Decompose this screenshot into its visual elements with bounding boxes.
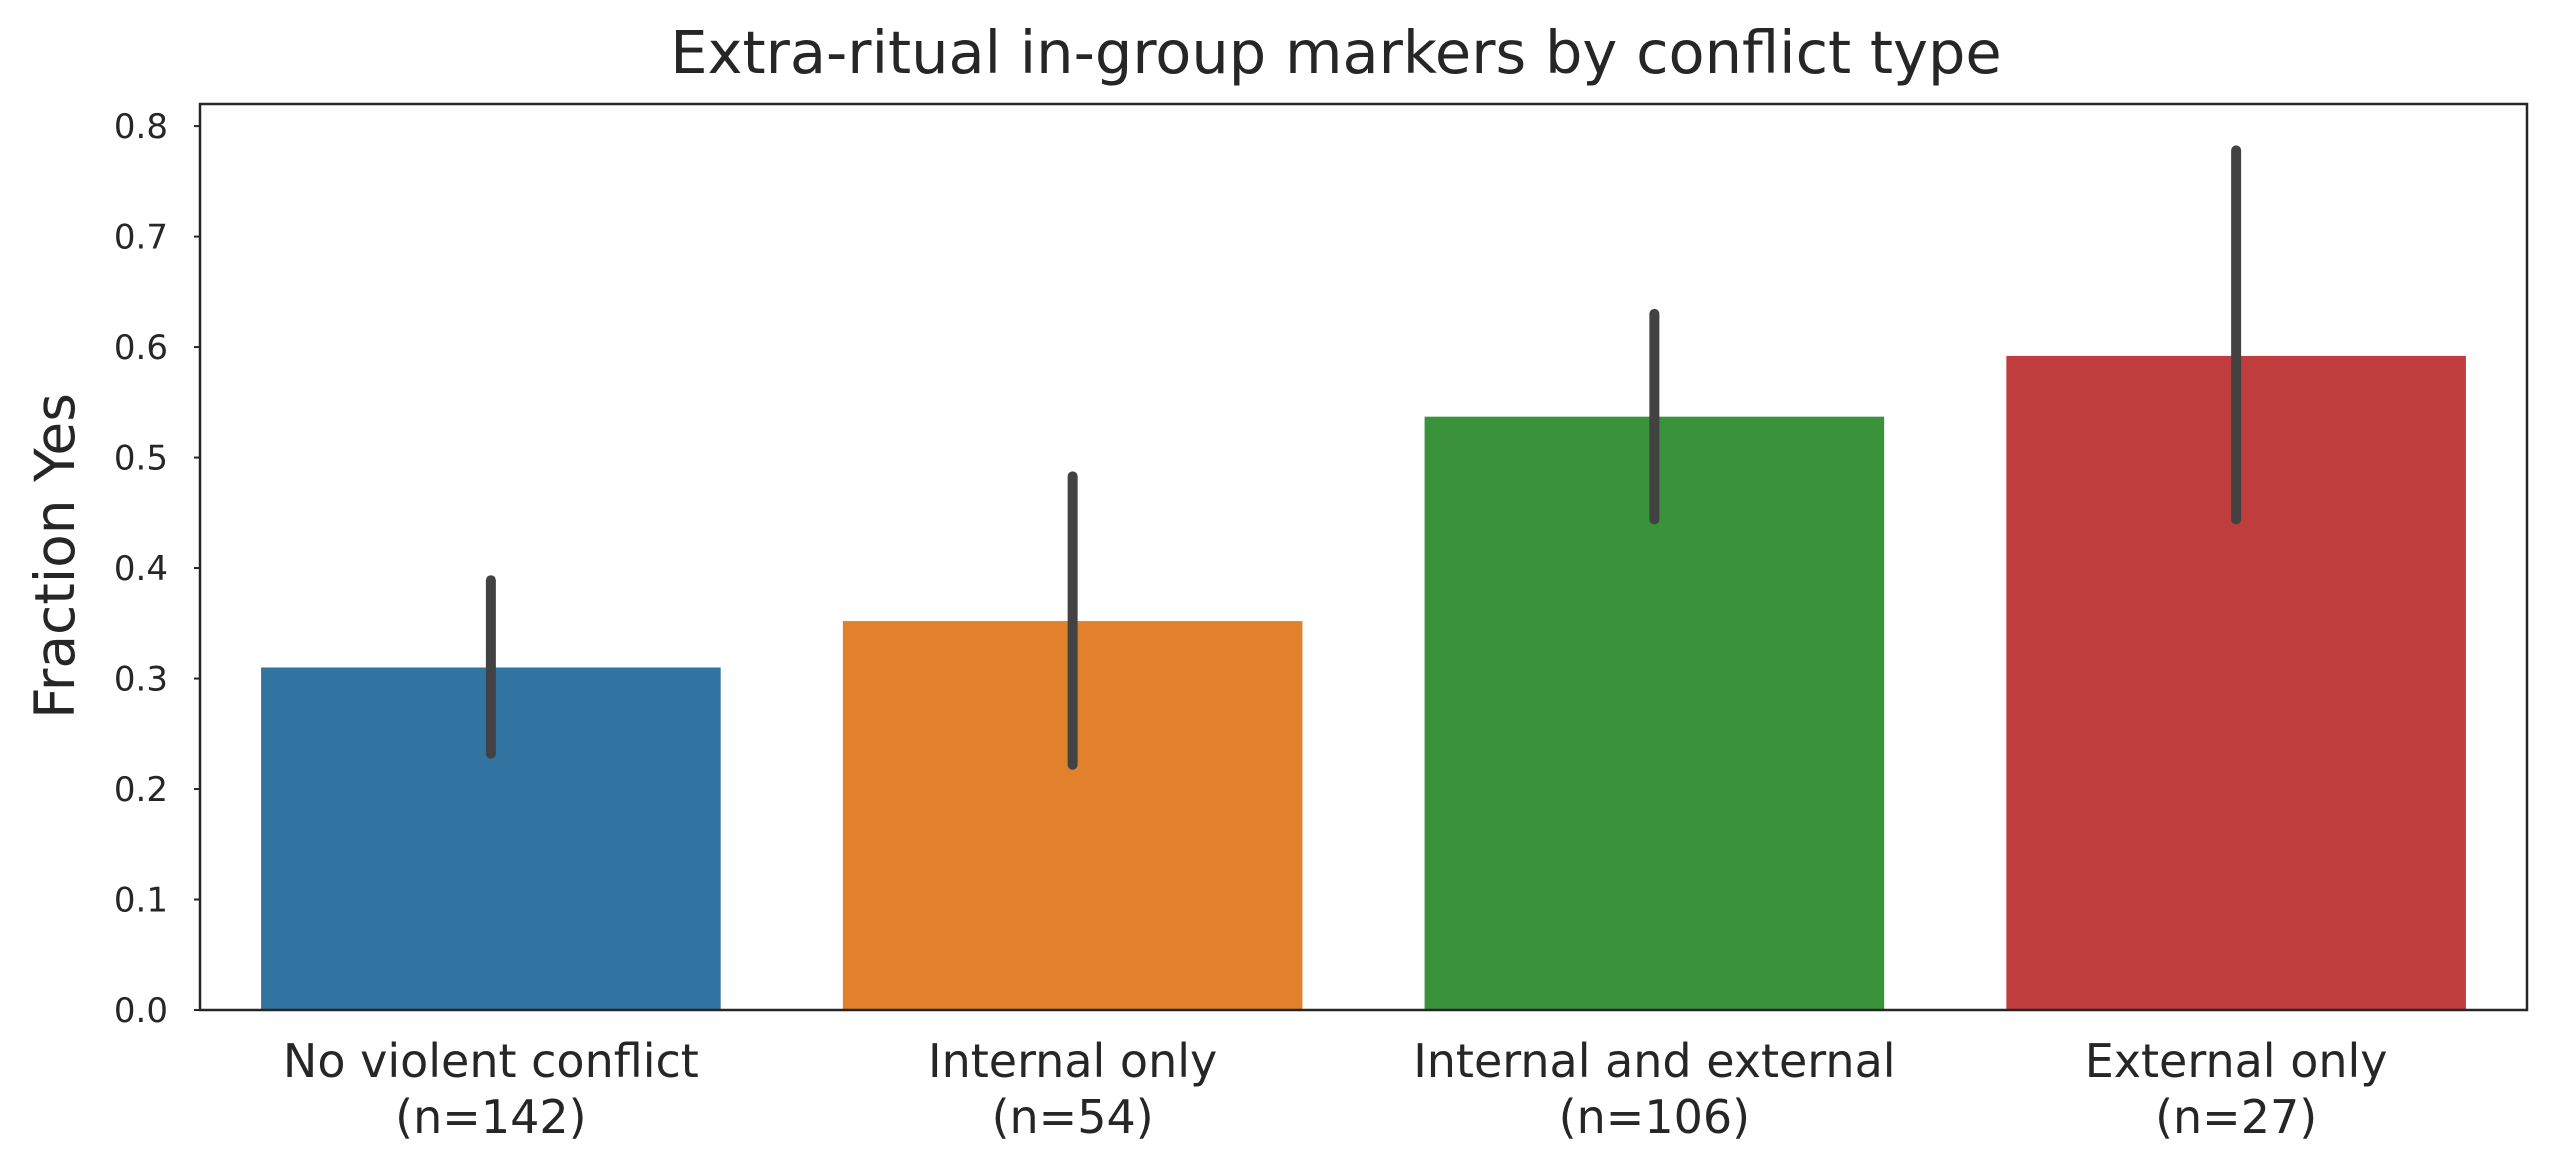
chart-title: Extra-ritual in-group markers by conflic… — [670, 18, 2001, 87]
y-tick-label: 0.6 — [114, 328, 168, 368]
y-tick-label: 0.5 — [114, 439, 168, 479]
y-tick-label: 0.1 — [114, 881, 168, 921]
y-tick-label: 0.8 — [114, 107, 168, 147]
y-tick-label: 0.0 — [114, 991, 168, 1031]
y-axis-label: Fraction Yes — [23, 393, 87, 719]
x-tick-label: Internal and external — [1413, 1034, 1895, 1088]
y-tick-label: 0.7 — [114, 218, 168, 258]
x-tick-count-label: (n=106) — [1559, 1090, 1750, 1144]
x-tick-count-label: (n=54) — [992, 1090, 1154, 1144]
y-tick-label: 0.3 — [114, 660, 168, 700]
x-tick-count-label: (n=27) — [2155, 1090, 2317, 1144]
y-tick-label: 0.4 — [114, 549, 168, 589]
plot-area: 0.0 0.1 0.2 0.3 0.4 0.5 0.6 0.7 0.8 No violent co… — [114, 102, 2529, 1144]
x-tick-label: External only — [2085, 1034, 2388, 1088]
plot-frame — [198, 102, 2529, 1012]
x-tick-count-label: (n=142) — [395, 1090, 586, 1144]
x-tick-label: No violent conflict — [283, 1034, 699, 1088]
y-tick-label: 0.2 — [114, 770, 168, 810]
x-tick-label: Internal only — [928, 1034, 1217, 1088]
